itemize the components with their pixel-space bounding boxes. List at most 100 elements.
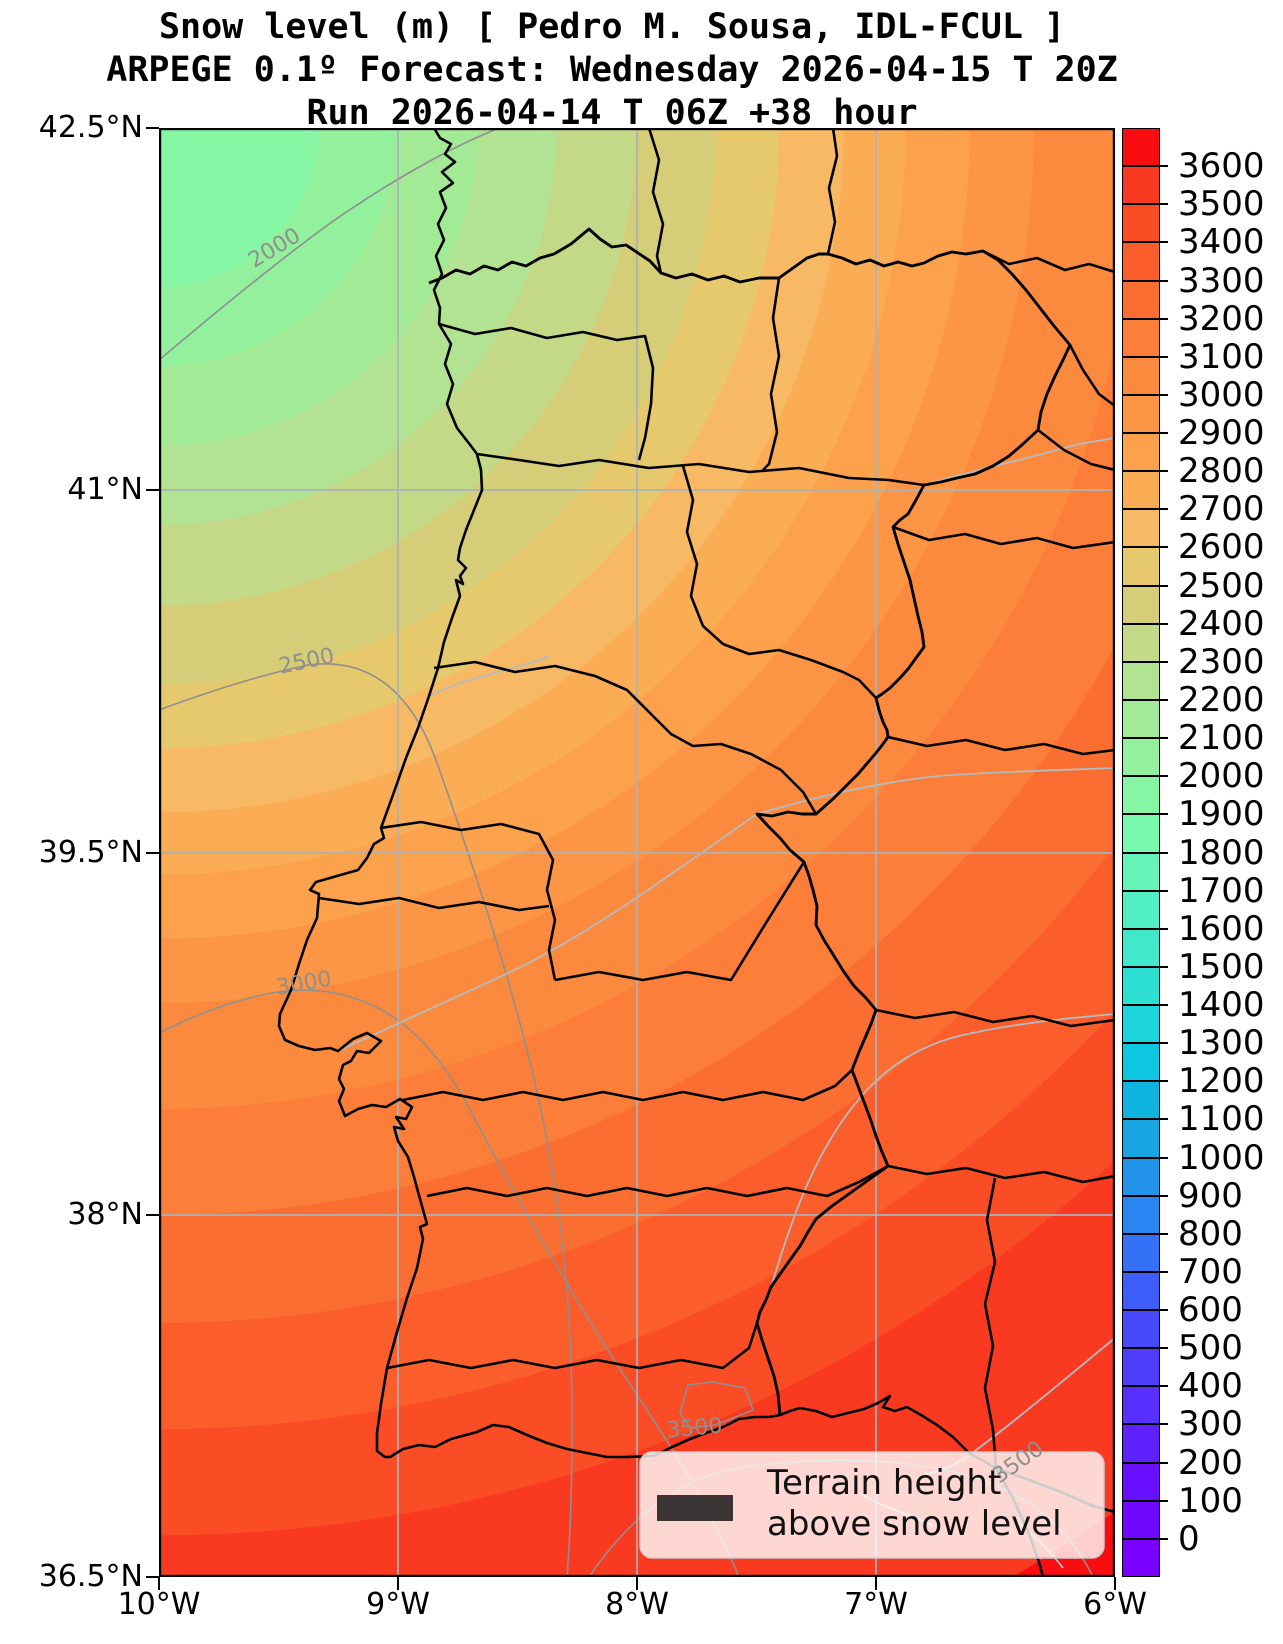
colorbar-tick-label: 1800 bbox=[1178, 832, 1265, 873]
legend-box bbox=[639, 1451, 1105, 1559]
x-axis-tick-label: 9°W bbox=[366, 1587, 430, 1622]
y-axis-tick-label: 41°N bbox=[67, 472, 143, 507]
colorbar-tick bbox=[1122, 1004, 1168, 1007]
colorbar-tick bbox=[1122, 813, 1168, 816]
colorbar-tick-label: 2500 bbox=[1178, 565, 1265, 606]
colorbar-tick-label: 300 bbox=[1178, 1404, 1243, 1445]
colorbar-tick bbox=[1122, 1118, 1168, 1121]
colorbar-tick bbox=[1122, 1232, 1168, 1235]
colorbar-tick-label: 100 bbox=[1178, 1480, 1243, 1521]
colorbar-tick bbox=[1122, 737, 1168, 740]
colorbar-tick bbox=[1122, 1461, 1168, 1464]
colorbar-tick-label: 3300 bbox=[1178, 260, 1265, 301]
colorbar-tick-label: 2400 bbox=[1178, 603, 1265, 644]
colorbar-tick-label: 2800 bbox=[1178, 451, 1265, 492]
colorbar-tick bbox=[1122, 1270, 1168, 1273]
y-axis-tick bbox=[146, 489, 159, 491]
colorbar-tick-label: 3200 bbox=[1178, 298, 1265, 339]
colorbar-tick bbox=[1122, 965, 1168, 968]
x-axis-tick bbox=[1114, 1577, 1116, 1590]
graticule-gridlines bbox=[159, 128, 1115, 1577]
colorbar-tick bbox=[1122, 1042, 1168, 1045]
colorbar-tick bbox=[1122, 1423, 1168, 1426]
colorbar-tick bbox=[1122, 1194, 1168, 1197]
y-axis-tick bbox=[146, 1576, 159, 1578]
x-axis-tick-label: 10°W bbox=[117, 1587, 201, 1622]
colorbar-tick-label: 1400 bbox=[1178, 985, 1265, 1026]
colorbar-tick bbox=[1122, 660, 1168, 663]
x-axis-tick bbox=[397, 1577, 399, 1590]
y-axis-tick bbox=[146, 852, 159, 854]
colorbar-tick bbox=[1122, 203, 1168, 206]
colorbar-tick-label: 700 bbox=[1178, 1251, 1243, 1292]
colorbar-tick-label: 1500 bbox=[1178, 946, 1265, 987]
colorbar-tick-label: 1700 bbox=[1178, 870, 1265, 911]
colorbar-tick bbox=[1122, 1499, 1168, 1502]
colorbar-tick bbox=[1122, 1309, 1168, 1312]
colorbar-tick bbox=[1122, 317, 1168, 320]
colorbar-tick bbox=[1122, 1156, 1168, 1159]
colorbar-tick bbox=[1122, 470, 1168, 473]
colorbar-tick bbox=[1122, 927, 1168, 930]
colorbar-tick bbox=[1122, 546, 1168, 549]
x-axis-tick bbox=[875, 1577, 877, 1590]
colorbar-tick-label: 3000 bbox=[1178, 374, 1265, 415]
y-axis-tick bbox=[146, 127, 159, 129]
legend-swatch bbox=[657, 1495, 733, 1521]
colorbar-tick-label: 2900 bbox=[1178, 413, 1265, 454]
colorbar-tick-label: 800 bbox=[1178, 1213, 1243, 1254]
colorbar-tick-label: 1200 bbox=[1178, 1061, 1265, 1102]
x-axis-tick-label: 7°W bbox=[844, 1587, 908, 1622]
y-axis-tick-label: 36.5°N bbox=[38, 1559, 143, 1594]
plot-title-block: Snow level (m) [ Pedro M. Sousa, IDL-FCU… bbox=[0, 6, 1224, 135]
colorbar-tick bbox=[1122, 241, 1168, 244]
colorbar-tick-label: 0 bbox=[1178, 1518, 1200, 1559]
colorbar-tick bbox=[1122, 165, 1168, 168]
colorbar-tick-label: 500 bbox=[1178, 1328, 1243, 1369]
legend-label-line2: above snow level bbox=[767, 1504, 1062, 1544]
colorbar-tick bbox=[1122, 889, 1168, 892]
colorbar-tick bbox=[1122, 393, 1168, 396]
title-line-2: ARPEGE 0.1º Forecast: Wednesday 2026-04-… bbox=[106, 50, 1118, 90]
colorbar-tick bbox=[1122, 508, 1168, 511]
colorbar-tick-label: 200 bbox=[1178, 1442, 1243, 1483]
colorbar-tick bbox=[1122, 584, 1168, 587]
colorbar-tick bbox=[1122, 279, 1168, 282]
y-axis-tick-label: 38°N bbox=[67, 1197, 143, 1232]
colorbar-tick-label: 1000 bbox=[1178, 1137, 1265, 1178]
contour-label-3500: 3500 bbox=[665, 1414, 723, 1444]
colorbar-tick-label: 2100 bbox=[1178, 718, 1265, 759]
legend: Terrain height above snow level bbox=[639, 1451, 1105, 1559]
colorbar-tick bbox=[1122, 1537, 1168, 1540]
colorbar-tick-label: 1600 bbox=[1178, 908, 1265, 949]
colorbar-tick-label: 3100 bbox=[1178, 336, 1265, 377]
colorbar-tick-label: 400 bbox=[1178, 1366, 1243, 1407]
colorbar-tick-label: 3500 bbox=[1178, 184, 1265, 225]
colorbar-tick bbox=[1122, 698, 1168, 701]
y-axis-tick-label: 39.5°N bbox=[38, 835, 143, 870]
colorbar-tick-label: 2700 bbox=[1178, 489, 1265, 530]
map-plot: 2000 2500 3000 3500 Terrain height above… bbox=[159, 128, 1115, 1577]
country-border bbox=[428, 227, 1072, 1416]
colorbar-tick bbox=[1122, 851, 1168, 854]
x-axis-tick bbox=[158, 1577, 160, 1590]
y-axis-tick bbox=[146, 1214, 159, 1216]
colorbar-tick bbox=[1122, 775, 1168, 778]
colorbar-tick bbox=[1122, 1385, 1168, 1388]
colorbar-tick-label: 600 bbox=[1178, 1290, 1243, 1331]
colorbar-tick bbox=[1122, 622, 1168, 625]
x-axis-tick-label: 6°W bbox=[1083, 1587, 1147, 1622]
colorbar-tick-label: 1300 bbox=[1178, 1023, 1265, 1064]
x-axis-tick bbox=[636, 1577, 638, 1590]
colorbar-tick-label: 2000 bbox=[1178, 756, 1265, 797]
colorbar-tick-label: 3400 bbox=[1178, 222, 1265, 263]
title-line-1: Snow level (m) [ Pedro M. Sousa, IDL-FCU… bbox=[158, 7, 1066, 47]
colorbar-tick-label: 900 bbox=[1178, 1175, 1243, 1216]
x-axis-tick-label: 8°W bbox=[605, 1587, 669, 1622]
colorbar-tick-label: 2200 bbox=[1178, 679, 1265, 720]
colorbar-tick bbox=[1122, 1347, 1168, 1350]
y-axis-tick-label: 42.5°N bbox=[38, 110, 143, 145]
colorbar-tick-label: 2300 bbox=[1178, 641, 1265, 682]
coastline bbox=[277, 128, 1045, 1577]
